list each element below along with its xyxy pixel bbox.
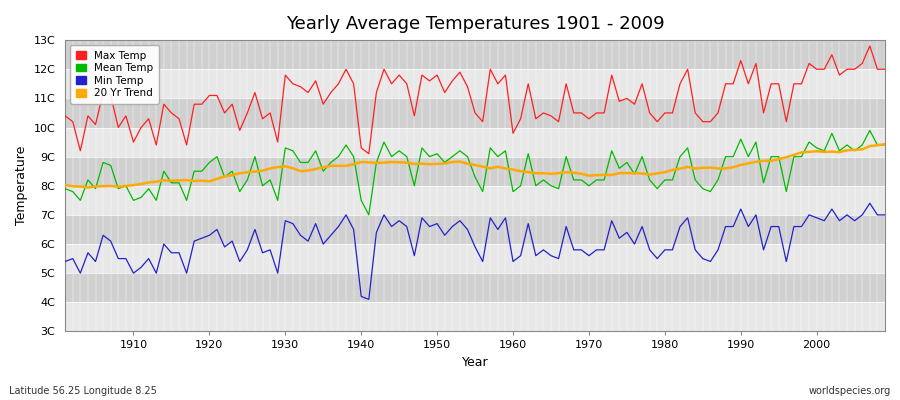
Bar <box>65 98 885 128</box>
X-axis label: Year: Year <box>462 356 489 369</box>
Bar <box>65 273 885 302</box>
Bar <box>65 40 885 69</box>
Bar <box>65 302 885 332</box>
Bar <box>65 128 885 157</box>
Text: Latitude 56.25 Longitude 8.25: Latitude 56.25 Longitude 8.25 <box>9 386 157 396</box>
Bar <box>65 157 885 186</box>
Title: Yearly Average Temperatures 1901 - 2009: Yearly Average Temperatures 1901 - 2009 <box>286 15 664 33</box>
Bar <box>65 69 885 98</box>
Bar <box>65 186 885 215</box>
Legend: Max Temp, Mean Temp, Min Temp, 20 Yr Trend: Max Temp, Mean Temp, Min Temp, 20 Yr Tre… <box>70 45 158 104</box>
Bar <box>65 215 885 244</box>
Y-axis label: Temperature: Temperature <box>15 146 28 226</box>
Text: worldspecies.org: worldspecies.org <box>809 386 891 396</box>
Bar <box>65 244 885 273</box>
